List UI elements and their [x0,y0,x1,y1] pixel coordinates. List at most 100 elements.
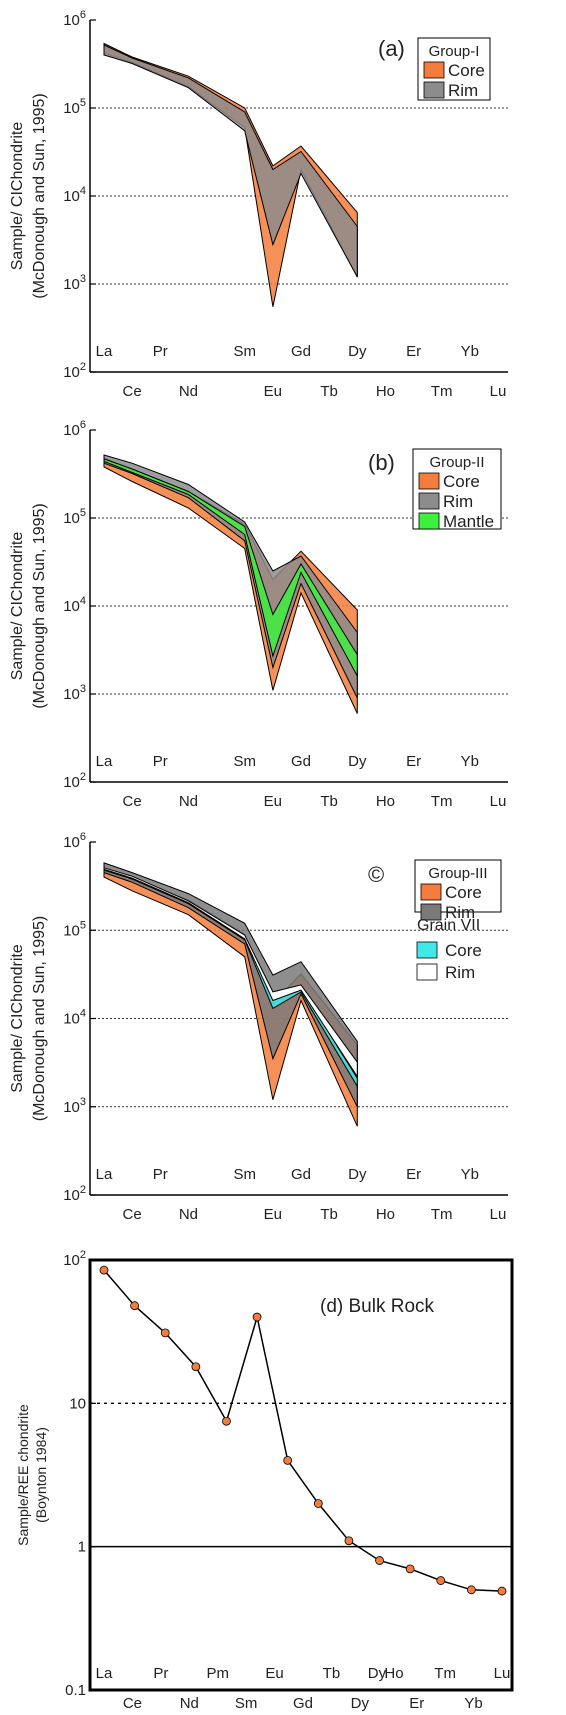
data-point-la [99,1265,109,1275]
data-point-yb [466,1585,476,1595]
x-tick-label: Nd [179,793,198,810]
x-tick-label: Pm [206,1665,229,1682]
band-rim-1 [103,862,358,1108]
legend-swatch [416,963,438,981]
x-tick-label: Tb [320,1206,338,1223]
x-tick-label: Ce [123,1695,142,1712]
chart-panel-3: 102 103 104 105 106 La Pr Sm Gd Dy Er Yb Ce Nd Eu Tb Ho T… [9,831,508,1223]
y-tick-label: 104 [63,1008,86,1028]
x-tick-label: Nd [179,383,198,400]
y-tick-label: 102 [63,1184,86,1204]
x-tick-label: Ho [376,1206,395,1223]
x-tick-label: Dy [348,1166,367,1183]
y-axis-title: Sample/ CIChondrite [9,122,26,271]
y-axis-title: Sample/ CIChondrite [9,944,26,1093]
x-tick-label: Ce [123,793,142,810]
legend-title: Group-III [428,865,487,882]
legend-swatch [418,492,440,510]
x-tick-label: Dy [368,1665,387,1682]
data-point-eu [252,1312,262,1322]
band-mantle-2 [103,458,358,677]
x-tick-label: Dy [348,343,367,360]
data-point-pr [160,1328,170,1338]
x-tick-label: Pr [153,1166,168,1183]
y-tick-label: 103 [63,273,86,293]
legend-title-2: Grain VII [417,917,480,934]
legend-label: Core [445,883,482,902]
data-point-tb [313,1499,323,1508]
x-tick-label: Dy [351,1695,370,1712]
x-tick-label: Tb [323,1665,341,1682]
x-tick-label: Nd [180,1695,199,1712]
panel-label: (a) [378,36,405,61]
x-tick-label: Gd [291,1166,311,1183]
x-tick-label: Tm [431,793,453,810]
legend-label: Core [448,61,485,80]
y-axis-subtitle: (McDonough and Sun, 1995) [31,916,48,1121]
data-point-sm [222,1416,231,1426]
x-tick-label: Yb [461,1166,479,1183]
y-tick-label: 103 [63,1096,86,1116]
y-tick-label: 102 [63,771,86,791]
legend-label: Core [443,472,480,491]
y-axis-title: Sample/ CIChondrite [9,532,26,681]
data-point-tm [436,1576,446,1585]
x-tick-label: Er [406,753,421,770]
x-tick-label: Er [406,1166,421,1183]
band-rim-1 [103,44,358,278]
legend-label: Rim [448,81,478,100]
legend-swatch [420,903,442,921]
legend-label: Rim [445,963,475,982]
x-tick-label: La [96,1665,113,1682]
x-tick-label: Yb [461,753,479,770]
legend-swatch [418,512,440,530]
x-tick-label: Gd [291,343,311,360]
x-tick-label: Eu [264,383,282,400]
band-rim-3 [103,867,358,1079]
y-tick-label: 10 [69,1395,86,1412]
y-tick-label: 0.1 [65,1682,86,1699]
x-tick-label: Tb [320,793,338,810]
x-tick-label: Sm [233,343,256,360]
x-tick-label: Eu [264,793,282,810]
plot-frame [88,1258,514,1692]
x-tick-label: Dy [348,753,367,770]
data-point-ho [375,1556,384,1565]
x-tick-label: Sm [233,753,256,770]
y-tick-label: 103 [63,683,86,703]
data-point-nd [191,1362,201,1372]
y-tick-label: 105 [63,507,86,527]
x-tick-label: La [96,753,113,770]
x-tick-label: Pr [153,1665,168,1682]
x-tick-label: Pr [153,753,168,770]
legend-swatch [420,883,442,901]
y-tick-label: 106 [63,9,86,29]
y-tick-label: 106 [63,419,86,439]
legend-swatch [418,472,440,490]
x-tick-label: La [96,1166,113,1183]
legend-title: Group-I [429,43,480,60]
x-tick-label: Nd [179,1206,198,1223]
y-tick-label: 105 [63,97,86,117]
x-tick-label: Lu [490,793,507,810]
legend-label: Rim [443,492,473,511]
x-tick-label: Ho [376,793,395,810]
legend-swatch [416,941,438,959]
x-tick-label: Tm [431,1206,453,1223]
panel-label: © [368,862,384,887]
x-tick-label: Yb [461,343,479,360]
legend-label: Mantle [443,512,494,531]
x-tick-label: Lu [494,1665,511,1682]
data-point-dy [344,1536,354,1546]
x-tick-label: Pr [153,343,168,360]
x-tick-label: Er [409,1695,424,1712]
x-tick-label: Eu [265,1665,283,1682]
x-tick-label: Lu [490,383,507,400]
chart-panel-1: 102 103 104 105 106 La Pr Sm Gd Dy Er Yb Ce Nd Eu Tb Ho T… [9,9,508,400]
y-axis-title: Sample/REE chondrite [15,1404,31,1546]
x-tick-label: Tb [320,383,338,400]
x-tick-label: Ce [123,383,142,400]
x-tick-label: Ho [376,383,395,400]
